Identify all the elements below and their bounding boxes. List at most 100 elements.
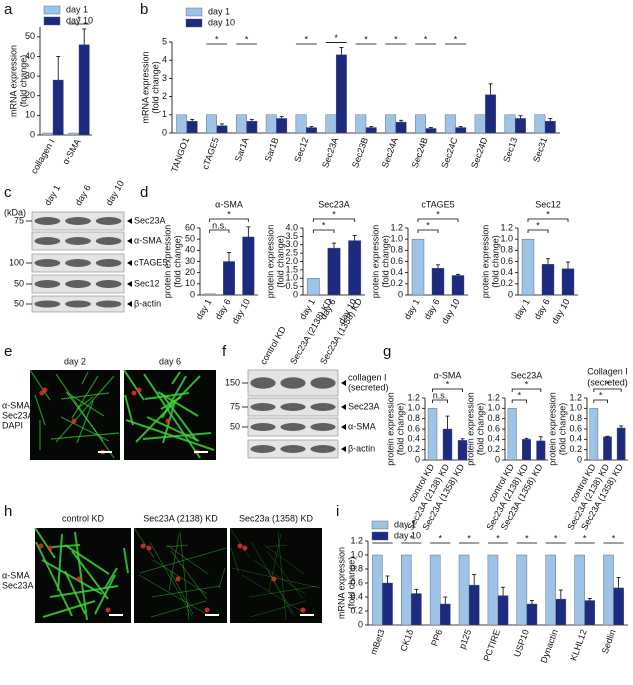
error-bar <box>399 119 404 123</box>
bar <box>176 114 188 134</box>
x-tick-label: day 6 <box>422 297 442 321</box>
arrowhead <box>127 238 132 244</box>
actin-fiber <box>123 369 145 401</box>
bar <box>522 439 532 461</box>
error-bar <box>249 118 254 122</box>
image-label: day 2 <box>64 356 86 366</box>
x-tick-label: Sec24D <box>469 136 490 170</box>
bracket <box>593 399 608 403</box>
actin-fiber <box>266 550 304 600</box>
actin-fiber <box>169 570 194 615</box>
y-tick-label: 0.4 <box>487 434 500 444</box>
y-axis-label: protein expression <box>370 225 380 299</box>
actin-fiber <box>268 533 282 592</box>
y-tick-label: 1.2 <box>390 222 403 232</box>
bar <box>534 114 546 134</box>
bar <box>545 554 556 626</box>
y-tick-label: 0.2 <box>407 444 420 454</box>
y-tick-label: 0 <box>508 289 513 299</box>
y-tick-label: 60 <box>185 222 195 232</box>
y-tick-label: 1.0 <box>569 403 582 413</box>
error-bar <box>566 261 570 269</box>
error-bar <box>458 126 463 128</box>
y-tick-label: 0.2 <box>500 278 513 288</box>
y-axis-label: (fold change) <box>18 55 28 108</box>
bar <box>372 554 383 626</box>
bar <box>365 127 377 134</box>
actin-fiber <box>138 574 207 615</box>
band <box>280 445 306 453</box>
bar <box>431 268 445 296</box>
bar <box>429 554 441 626</box>
bar <box>325 114 337 134</box>
bar <box>306 278 320 296</box>
bar <box>468 584 480 626</box>
bracket <box>432 388 463 392</box>
panel-letter: i <box>336 503 339 520</box>
actin-fiber <box>34 394 46 426</box>
bar <box>541 264 555 296</box>
band <box>95 259 122 267</box>
panel-letter: g <box>383 343 391 360</box>
error-bar <box>443 596 448 604</box>
channel-label: α-SMA <box>2 570 30 580</box>
bar <box>516 554 528 626</box>
image-label: Sec23a (1358) KD <box>239 513 314 523</box>
band-label: collagen I <box>348 372 387 382</box>
band <box>65 280 91 288</box>
band <box>95 237 122 245</box>
image-label: day 6 <box>159 356 181 366</box>
x-tick-label: PCTIRE <box>481 628 502 662</box>
micrograph <box>230 528 322 623</box>
bar <box>603 554 614 626</box>
bracket <box>511 399 527 403</box>
y-axis-label: protein expression <box>480 225 490 299</box>
legend-swatch <box>185 7 203 17</box>
nucleus <box>76 576 82 582</box>
y-tick-label: 2 <box>162 91 167 101</box>
y-tick-label: 1.0 <box>285 273 298 283</box>
band-label: Sec12 <box>134 278 160 288</box>
error-bar <box>460 438 465 441</box>
actin-fiber <box>133 527 155 559</box>
y-tick-label: 1.5 <box>285 264 298 274</box>
y-axis-label: (fold change) <box>475 403 485 456</box>
bracket-label: * <box>426 220 430 230</box>
y-tick-label: 2.0 <box>285 256 298 266</box>
actin-fiber <box>35 541 73 617</box>
actin-fiber <box>50 432 120 440</box>
y-tick-label: 3.5 <box>285 231 298 241</box>
error-bar <box>456 273 460 276</box>
y-tick-label: 2.5 <box>285 248 298 258</box>
x-tick-label: Sec23A <box>320 136 340 169</box>
actin-fiber <box>71 375 99 419</box>
bracket <box>593 388 622 392</box>
bar <box>206 114 217 134</box>
image-label: Sec23A (2138) KD <box>143 513 218 523</box>
nucleus <box>237 543 243 549</box>
band <box>95 300 122 308</box>
y-axis-label: protein expression <box>162 225 172 299</box>
x-tick-label: Sar1B <box>263 136 281 163</box>
significance-mark: * <box>496 533 500 543</box>
arrowhead <box>341 424 346 430</box>
band <box>280 423 306 431</box>
actin-fiber <box>218 567 226 589</box>
nucleus <box>136 387 142 393</box>
legend-label: day 10 <box>66 15 93 25</box>
actin-fiber <box>179 531 190 621</box>
y-tick-label: 1.0 <box>487 403 500 413</box>
bar <box>216 125 228 134</box>
x-tick-label: USP10 <box>512 628 531 658</box>
x-tick-label: Sedlin <box>600 628 618 655</box>
error-bar <box>219 123 224 126</box>
chart-title: α-SMA <box>215 199 243 209</box>
y-tick-label: 0.8 <box>407 413 420 423</box>
bracket <box>527 229 549 233</box>
x-tick-label: Sec23B <box>350 136 370 169</box>
y-tick-label: 0.6 <box>487 423 500 433</box>
x-tick-label: Sec13 <box>501 136 519 163</box>
y-tick-label: 30 <box>25 70 35 80</box>
actin-fiber <box>76 396 94 410</box>
bar <box>52 79 64 136</box>
